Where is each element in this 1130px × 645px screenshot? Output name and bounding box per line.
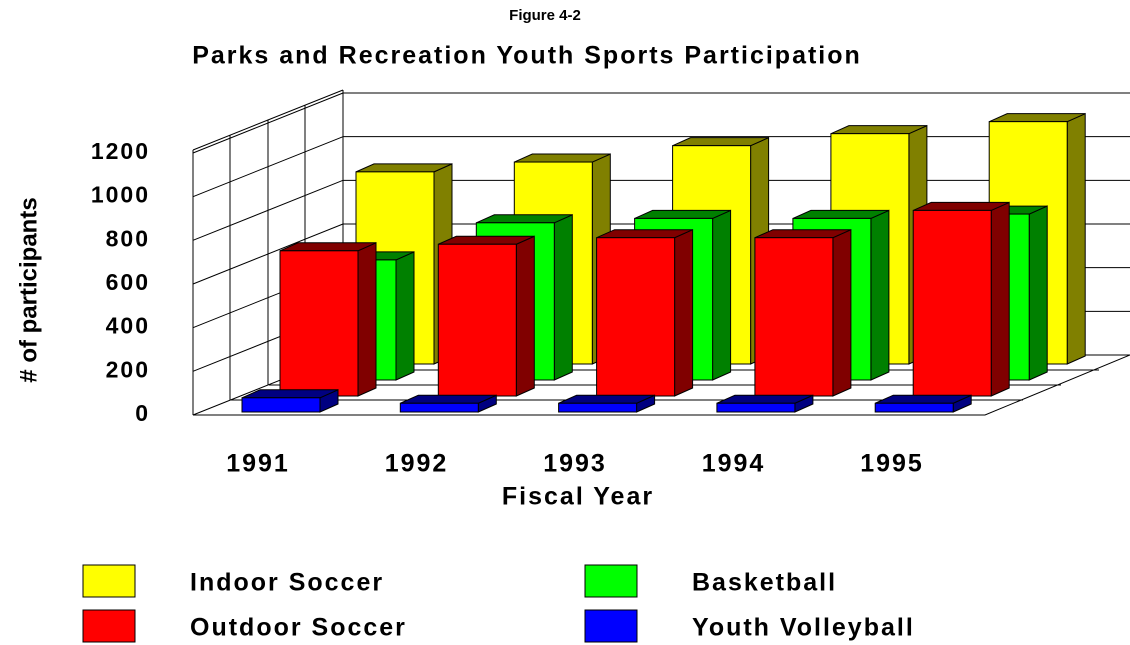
bar-top [830, 125, 928, 135]
bar-side [1066, 112, 1086, 365]
bar [437, 243, 517, 397]
bar [399, 402, 479, 413]
bar-top [241, 389, 339, 399]
bar-side [1028, 205, 1048, 381]
x-tick-label: 1994 [702, 450, 766, 478]
bar-top [558, 394, 655, 404]
bar-side [395, 251, 415, 381]
bar [874, 402, 954, 413]
bar-top [874, 394, 972, 404]
legend-label: Youth Volleyball [692, 614, 915, 642]
bar-top [514, 153, 611, 163]
legend-label: Indoor Soccer [190, 569, 384, 597]
bar-top [596, 229, 693, 239]
bar-top [438, 235, 535, 245]
bar-top [476, 214, 573, 224]
y-tick-label: 1200 [91, 138, 150, 164]
legend-label: Basketball [692, 569, 837, 597]
chart-title: Parks and Recreation Youth Sports Partic… [192, 42, 862, 70]
bar-top [912, 201, 1010, 211]
bar-top [792, 209, 890, 219]
legend-swatch [82, 609, 136, 643]
y-tick-label: 600 [106, 269, 150, 295]
y-tick-label: 0 [135, 400, 150, 426]
bar-top [672, 137, 769, 147]
bar [596, 237, 676, 397]
bar-top [400, 394, 497, 404]
bar [279, 250, 359, 397]
x-tick-label: 1992 [385, 450, 449, 478]
bar-side [832, 228, 852, 397]
grid-line [192, 179, 344, 241]
y-tick-label: 1000 [91, 182, 150, 208]
x-tick-label: 1991 [226, 450, 290, 478]
grid-line [192, 136, 344, 198]
y-tick-label: 200 [106, 356, 150, 382]
bar-side [870, 209, 890, 381]
grid-line [192, 92, 344, 154]
bar-side [357, 242, 377, 397]
grid-line [192, 223, 344, 285]
bar-side [674, 228, 694, 397]
bar-side [515, 235, 535, 397]
x-axis-title: Fiscal Year [502, 483, 654, 511]
legend-swatch [584, 609, 638, 643]
bar-top [634, 209, 731, 219]
bar [912, 209, 992, 397]
bar-side [990, 201, 1010, 397]
bar [716, 402, 796, 413]
bar [754, 237, 834, 397]
bar-top [754, 229, 852, 239]
bar-top [355, 163, 453, 173]
bar-side [553, 214, 573, 381]
legend-swatch [82, 564, 136, 598]
bar-top [279, 242, 377, 252]
y-tick-label: 400 [106, 313, 150, 339]
x-tick-label: 1995 [860, 450, 924, 478]
caption: Figure 4-2 [509, 7, 581, 24]
bar-side [712, 209, 732, 381]
y-tick-label: 800 [106, 225, 150, 251]
x-tick-label: 1993 [543, 450, 607, 478]
y-axis-title: # of participants [15, 197, 42, 382]
bar [241, 397, 321, 413]
legend-label: Outdoor Soccer [190, 614, 407, 642]
bar-top [988, 113, 1086, 123]
legend-swatch [584, 564, 638, 598]
bar-top [716, 394, 814, 404]
bar [558, 402, 638, 413]
